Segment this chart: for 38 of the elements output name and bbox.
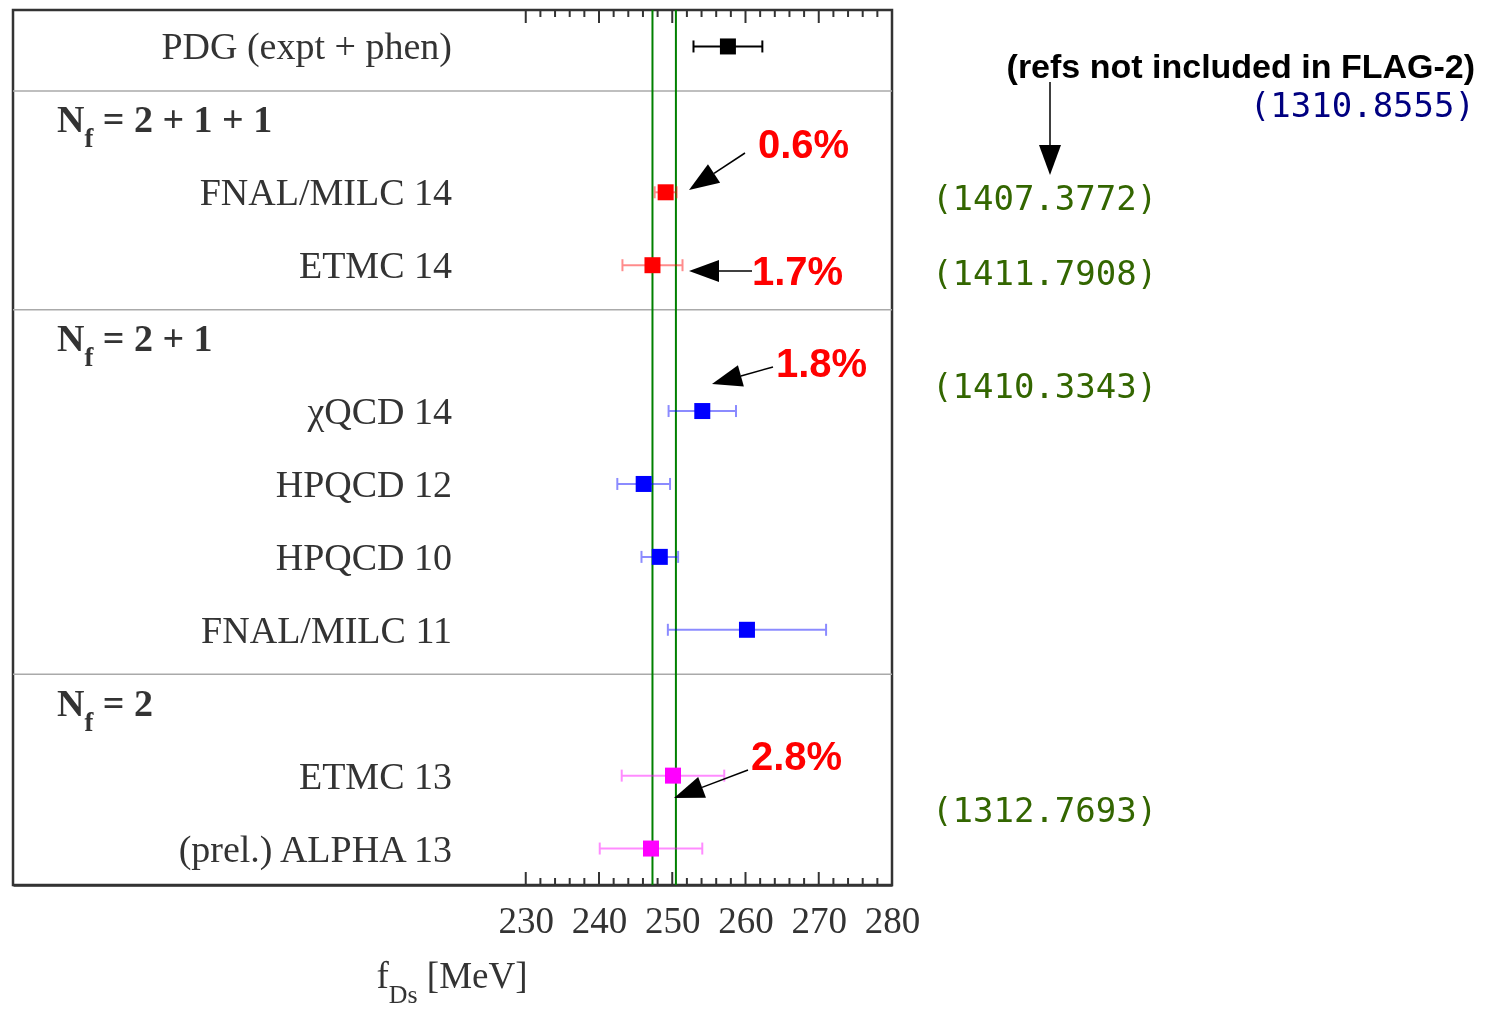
point <box>635 475 652 492</box>
point <box>719 38 736 55</box>
y-tick-label: HPQCD 10 <box>275 535 452 578</box>
x-tick-label: 260 <box>718 900 774 942</box>
text: (1410.3343) <box>932 366 1158 406</box>
x-tick-label: 250 <box>645 900 701 942</box>
point <box>738 621 755 638</box>
x-tick-label: 280 <box>864 900 921 942</box>
x-tick-label: 270 <box>791 900 847 942</box>
y-tick-label: HPQCD 12 <box>275 462 452 505</box>
y-tick-label: ETMC 14 <box>298 244 452 287</box>
y-tick-label: PDG (expt + phen) <box>161 25 452 69</box>
y-tick-label: N$_{f}$ = 2 + 1 + 1 <box>57 98 273 154</box>
annotation: 0.6% <box>758 122 850 166</box>
point <box>643 840 660 857</box>
point <box>657 184 674 201</box>
text: (1411.7908) <box>932 253 1158 293</box>
y-tick-label: ETMC 13 <box>298 754 452 797</box>
annotation: 1.8% <box>776 341 868 385</box>
text: (1310.8555) <box>1249 85 1475 125</box>
y-tick-label: FNAL/MILC 11 <box>201 608 452 651</box>
text: (1407.3772) <box>932 178 1158 218</box>
text: (1312.7693) <box>932 790 1158 830</box>
x-tick-label: 240 <box>571 900 628 942</box>
annotation: 2.8% <box>751 734 843 778</box>
point <box>644 257 661 274</box>
annotation: 1.7% <box>752 249 844 293</box>
x-axis-title: f$_{Ds}$ [MeV] <box>376 955 528 1009</box>
point <box>651 548 668 565</box>
y-tick-label: N$_{f}$ = 2 + 1 <box>57 317 213 373</box>
point <box>694 403 711 420</box>
y-tick-label: χQCD 14 <box>306 390 452 433</box>
point <box>664 767 681 784</box>
text: (refs not included in FLAG-2) <box>1006 47 1475 85</box>
y-tick-label: FNAL/MILC 14 <box>199 171 452 214</box>
y-tick-label: (prel.) ALPHA 13 <box>178 827 452 871</box>
y-tick-label: N$_{f}$ = 2 <box>57 681 153 737</box>
x-tick-label: 230 <box>498 900 554 942</box>
